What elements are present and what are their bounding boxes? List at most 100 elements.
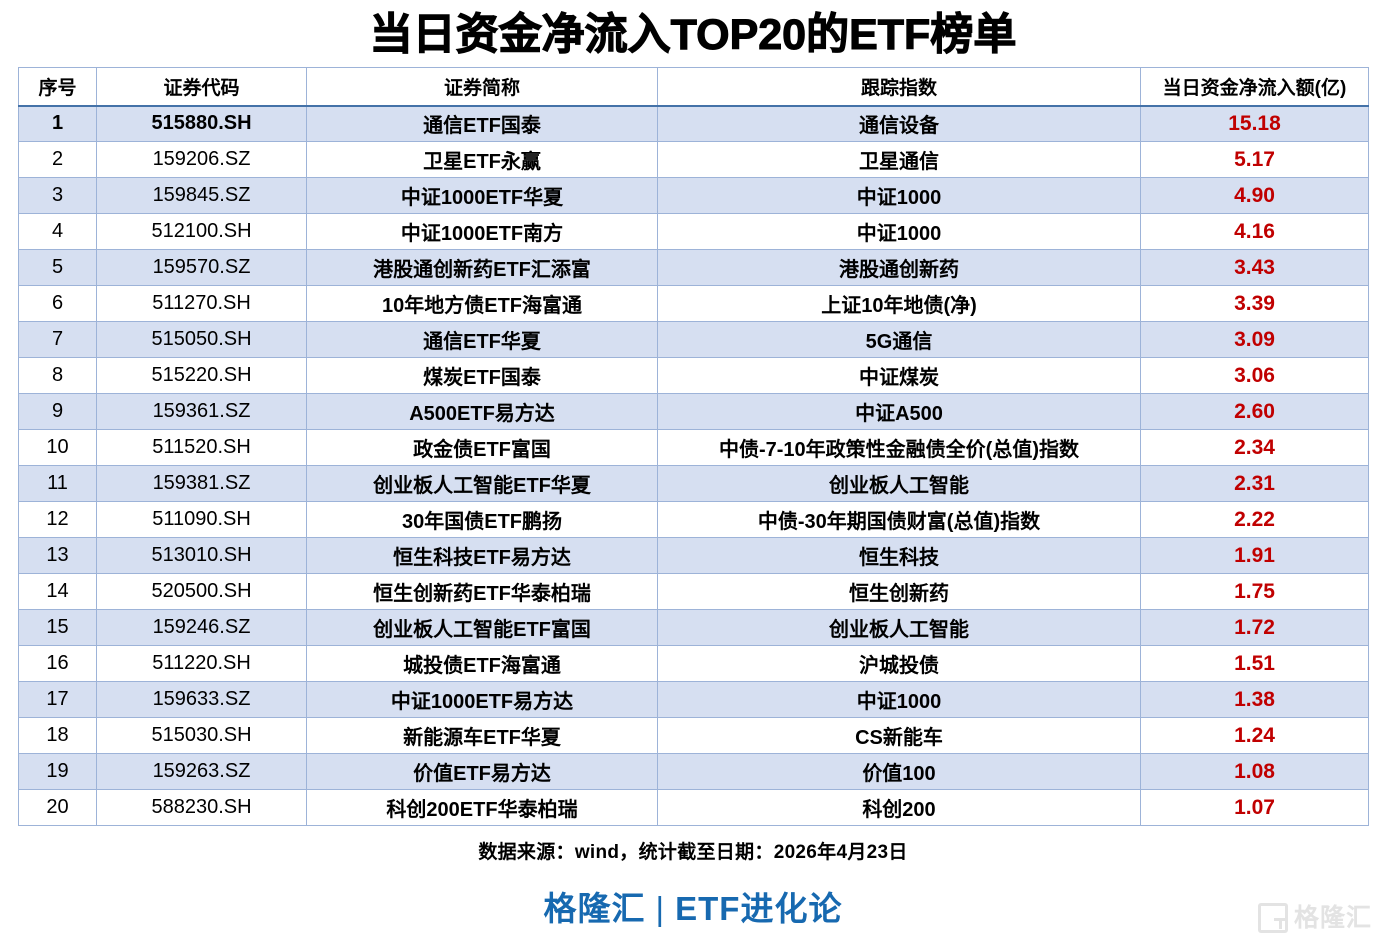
cell-name: 恒生创新药ETF华泰柏瑞 [306, 573, 658, 610]
table-row: 7 515050.SH 通信ETF华夏 5G通信 3.09 [18, 321, 1369, 358]
cell-rank: 5 [18, 249, 97, 286]
cell-name: 新能源车ETF华夏 [306, 717, 658, 754]
cell-name: 港股通创新药ETF汇添富 [306, 249, 658, 286]
cell-name: A500ETF易方达 [306, 393, 658, 430]
table-row: 20 588230.SH 科创200ETF华泰柏瑞 科创200 1.07 [18, 789, 1369, 826]
cell-rank: 19 [18, 753, 97, 790]
cell-net-inflow: 3.39 [1140, 285, 1369, 322]
cell-rank: 4 [18, 213, 97, 250]
cell-net-inflow: 1.72 [1140, 609, 1369, 646]
table-row: 8 515220.SH 煤炭ETF国泰 中证煤炭 3.06 [18, 357, 1369, 394]
watermark: 格隆汇 [1257, 903, 1372, 933]
table-row: 14 520500.SH 恒生创新药ETF华泰柏瑞 恒生创新药 1.75 [18, 573, 1369, 610]
cell-net-inflow: 3.06 [1140, 357, 1369, 394]
cell-index: 中证1000 [657, 681, 1141, 718]
cell-rank: 15 [18, 609, 97, 646]
cell-name: 创业板人工智能ETF华夏 [306, 465, 658, 502]
cell-index: 创业板人工智能 [657, 609, 1141, 646]
table-row: 12 511090.SH 30年国债ETF鹏扬 中债-30年期国债财富(总值)指数 2.… [18, 501, 1369, 538]
cell-code: 159361.SZ [96, 393, 307, 430]
brand-line: 格隆汇 | ETF进化论 [0, 864, 1386, 930]
cell-code: 511270.SH [96, 285, 307, 322]
cell-net-inflow: 1.51 [1140, 645, 1369, 682]
cell-name: 城投债ETF海富通 [306, 645, 658, 682]
table-row: 3 159845.SZ 中证1000ETF华夏 中证1000 4.90 [18, 177, 1369, 214]
cell-code: 511090.SH [96, 501, 307, 538]
cell-code: 511220.SH [96, 645, 307, 682]
cell-net-inflow: 15.18 [1140, 105, 1369, 142]
cell-code: 520500.SH [96, 573, 307, 610]
table-row: 11 159381.SZ 创业板人工智能ETF华夏 创业板人工智能 2.31 [18, 465, 1369, 502]
etf-table-container: 序号 证券代码 证券简称 跟踪指数 当日资金净流入额(亿) 1 515880.SH… [18, 67, 1369, 826]
cell-code: 515050.SH [96, 321, 307, 358]
cell-name: 政金债ETF富国 [306, 429, 658, 466]
cell-index: 卫星通信 [657, 141, 1141, 178]
cell-rank: 13 [18, 537, 97, 574]
table-body: 1 515880.SH 通信ETF国泰 通信设备 15.18 2 159206.SZ 卫星ET… [18, 105, 1369, 826]
cell-rank: 14 [18, 573, 97, 610]
table-row: 16 511220.SH 城投债ETF海富通 沪城投债 1.51 [18, 645, 1369, 682]
cell-code: 159633.SZ [96, 681, 307, 718]
cell-name: 通信ETF国泰 [306, 105, 658, 142]
cell-index: 港股通创新药 [657, 249, 1141, 286]
cell-index: 中证煤炭 [657, 357, 1141, 394]
cell-net-inflow: 3.09 [1140, 321, 1369, 358]
table-row: 18 515030.SH 新能源车ETF华夏 CS新能车 1.24 [18, 717, 1369, 754]
cell-index: CS新能车 [657, 717, 1141, 754]
cell-net-inflow: 1.07 [1140, 789, 1369, 826]
cell-name: 煤炭ETF国泰 [306, 357, 658, 394]
cell-index: 价值100 [657, 753, 1141, 790]
cell-rank: 20 [18, 789, 97, 826]
cell-net-inflow: 2.34 [1140, 429, 1369, 466]
cell-code: 159381.SZ [96, 465, 307, 502]
cell-index: 沪城投债 [657, 645, 1141, 682]
column-header-name: 证券简称 [306, 67, 658, 107]
cell-net-inflow: 3.43 [1140, 249, 1369, 286]
cell-name: 价值ETF易方达 [306, 753, 658, 790]
table-header: 序号 证券代码 证券简称 跟踪指数 当日资金净流入额(亿) [18, 67, 1369, 107]
watermark-label: 格隆汇 [1293, 903, 1372, 932]
cell-rank: 18 [18, 717, 97, 754]
cell-index: 科创200 [657, 789, 1141, 826]
cell-net-inflow: 4.90 [1140, 177, 1369, 214]
cell-name: 恒生科技ETF易方达 [306, 537, 658, 574]
cell-index: 中证1000 [657, 213, 1141, 250]
table-row: 9 159361.SZ A500ETF易方达 中证A500 2.60 [18, 393, 1369, 430]
cell-index: 恒生科技 [657, 537, 1141, 574]
cell-rank: 8 [18, 357, 97, 394]
column-header-code: 证券代码 [96, 67, 307, 107]
cell-net-inflow: 5.17 [1140, 141, 1369, 178]
column-header-net-inflow: 当日资金净流入额(亿) [1140, 67, 1369, 107]
cell-code: 511520.SH [96, 429, 307, 466]
cell-index: 中证A500 [657, 393, 1141, 430]
cell-code: 159246.SZ [96, 609, 307, 646]
cell-code: 515030.SH [96, 717, 307, 754]
cell-code: 159206.SZ [96, 141, 307, 178]
cell-name: 科创200ETF华泰柏瑞 [306, 789, 658, 826]
etf-ranking-table: 序号 证券代码 证券简称 跟踪指数 当日资金净流入额(亿) 1 515880.SH… [18, 67, 1369, 826]
table-row: 17 159633.SZ 中证1000ETF易方达 中证1000 1.38 [18, 681, 1369, 718]
gelonghui-logo-icon [1257, 903, 1288, 933]
cell-code: 159570.SZ [96, 249, 307, 286]
cell-code: 515880.SH [96, 105, 307, 142]
cell-index: 上证10年地债(净) [657, 285, 1141, 322]
table-row: 2 159206.SZ 卫星ETF永赢 卫星通信 5.17 [18, 141, 1369, 178]
table-row: 15 159246.SZ 创业板人工智能ETF富国 创业板人工智能 1.72 [18, 609, 1369, 646]
table-row: 10 511520.SH 政金债ETF富国 中债-7-10年政策性金融债全价(总值)指… [18, 429, 1369, 466]
cell-net-inflow: 1.08 [1140, 753, 1369, 790]
cell-index: 中债-7-10年政策性金融债全价(总值)指数 [657, 429, 1141, 466]
cell-net-inflow: 1.38 [1140, 681, 1369, 718]
cell-net-inflow: 2.60 [1140, 393, 1369, 430]
cell-net-inflow: 1.24 [1140, 717, 1369, 754]
cell-index: 恒生创新药 [657, 573, 1141, 610]
cell-net-inflow: 4.16 [1140, 213, 1369, 250]
cell-net-inflow: 1.75 [1140, 573, 1369, 610]
cell-name: 10年地方债ETF海富通 [306, 285, 658, 322]
column-header-rank: 序号 [18, 67, 97, 107]
cell-name: 30年国债ETF鹏扬 [306, 501, 658, 538]
cell-code: 513010.SH [96, 537, 307, 574]
cell-name: 创业板人工智能ETF富国 [306, 609, 658, 646]
cell-net-inflow: 2.22 [1140, 501, 1369, 538]
cell-index: 5G通信 [657, 321, 1141, 358]
table-row: 5 159570.SZ 港股通创新药ETF汇添富 港股通创新药 3.43 [18, 249, 1369, 286]
